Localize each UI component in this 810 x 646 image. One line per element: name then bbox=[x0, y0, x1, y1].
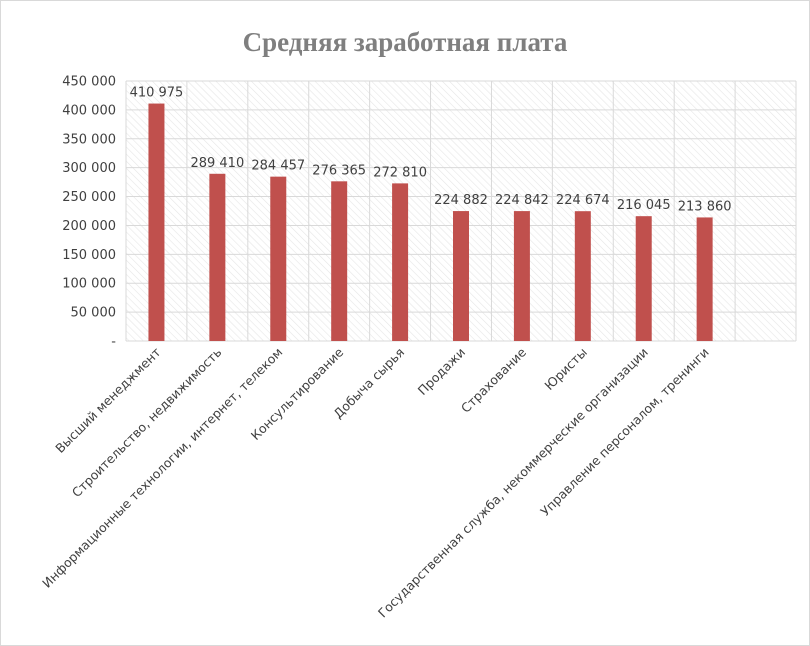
data-label: 216 045 bbox=[617, 198, 671, 213]
bar bbox=[331, 181, 348, 341]
bar bbox=[392, 183, 409, 341]
gridlines bbox=[125, 80, 797, 342]
y-tick-label: 250 000 bbox=[62, 190, 116, 205]
chart-title: Средняя заработная плата bbox=[242, 27, 568, 57]
data-label: 213 860 bbox=[678, 199, 732, 214]
bar bbox=[209, 173, 226, 341]
data-labels: 410 975 289 410 284 457 276 365 272 810 224 8… bbox=[130, 86, 732, 215]
data-label: 276 365 bbox=[312, 163, 366, 178]
y-tick-label: 150 000 bbox=[62, 248, 116, 263]
y-tick-label: - bbox=[111, 335, 116, 350]
data-label: 284 457 bbox=[251, 159, 305, 174]
bars bbox=[148, 103, 713, 341]
y-axis-tick-labels: - 50 000 100 000 150 000 200 000 250 000 300 0… bbox=[62, 75, 116, 350]
y-tick-label: 450 000 bbox=[62, 75, 116, 90]
y-tick-label: 350 000 bbox=[62, 132, 116, 147]
bar bbox=[513, 211, 530, 341]
data-label: 289 410 bbox=[190, 156, 244, 171]
data-label: 224 842 bbox=[495, 193, 549, 208]
y-tick-label: 400 000 bbox=[62, 103, 116, 118]
bar bbox=[148, 103, 165, 341]
category-label: Юристы bbox=[541, 345, 589, 393]
bar bbox=[574, 211, 591, 341]
bar bbox=[270, 176, 287, 341]
y-tick-label: 50 000 bbox=[71, 306, 117, 321]
data-label: 410 975 bbox=[130, 86, 184, 101]
bar bbox=[635, 216, 652, 341]
bar bbox=[453, 211, 469, 341]
y-tick-label: 100 000 bbox=[62, 277, 116, 292]
y-tick-label: 300 000 bbox=[62, 161, 116, 176]
category-label: Информационные технологии, интернет, тел… bbox=[39, 345, 285, 591]
category-label: Высший менеджмент bbox=[52, 345, 163, 456]
category-label: Страхование bbox=[458, 344, 529, 415]
category-label: Продажи bbox=[415, 345, 469, 399]
data-label: 224 674 bbox=[556, 193, 610, 208]
data-label: 272 810 bbox=[373, 165, 427, 180]
bar bbox=[696, 217, 713, 341]
y-tick-label: 200 000 bbox=[62, 219, 116, 234]
data-label: 224 882 bbox=[434, 193, 488, 208]
